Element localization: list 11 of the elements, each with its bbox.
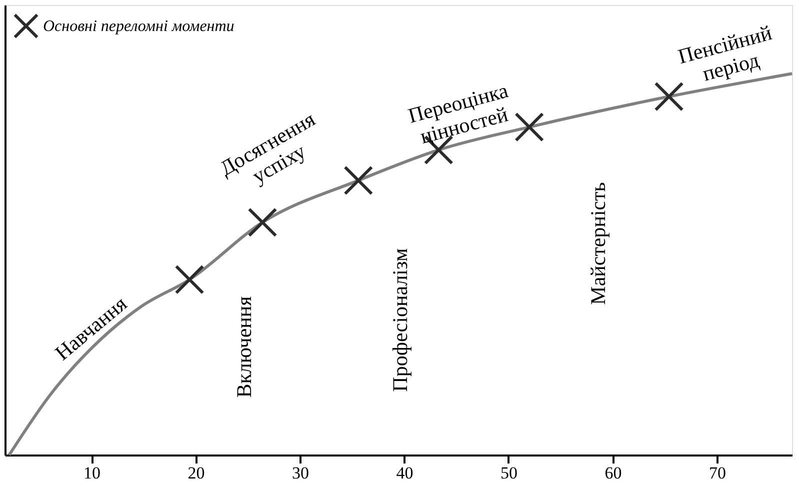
- x-tick-label: 60: [604, 464, 622, 482]
- x-tick-label: 30: [292, 464, 309, 482]
- annotation: Включення: [232, 296, 256, 398]
- annotation: Майстерність: [586, 182, 610, 305]
- x-tick-label: 10: [84, 464, 101, 482]
- x-tick-label: 50: [500, 464, 518, 482]
- annotation: Професіоналізм: [388, 248, 412, 392]
- x-tick-label: 20: [188, 464, 205, 482]
- legend-label: Основні переломні моменти: [43, 18, 234, 35]
- x-tick-label: 40: [396, 464, 414, 482]
- x-tick-label: 70: [708, 464, 726, 482]
